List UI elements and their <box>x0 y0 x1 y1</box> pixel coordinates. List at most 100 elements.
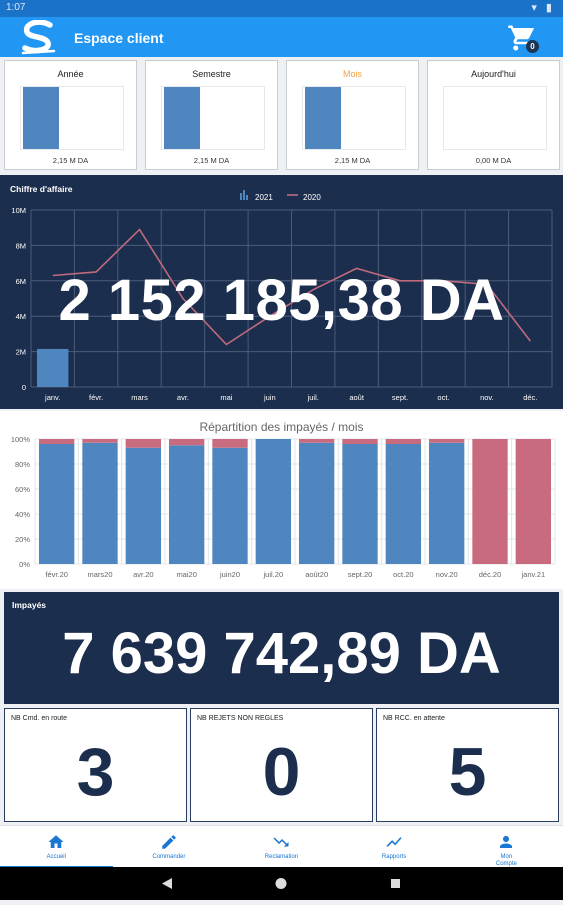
x-tick-label: avr. <box>177 393 189 402</box>
bar-unpaid <box>82 439 118 443</box>
x-tick-label: nov.20 <box>436 570 458 579</box>
chart-icon <box>386 837 402 847</box>
bar-paid <box>385 444 421 564</box>
period-card-aujourdhui[interactable]: Aujourd'hui 0,00 M DA <box>427 60 560 170</box>
nav-commander[interactable]: Commander <box>113 826 226 868</box>
period-card-value: 2,15 M DA <box>52 156 89 165</box>
bar-paid <box>125 447 161 564</box>
stat-rejets-non-regles[interactable]: NB REJETS NON REGLES 0 <box>190 708 373 822</box>
stat-rcc-en-attente[interactable]: NB RCC. en attente 5 <box>376 708 559 822</box>
bar-paid <box>212 447 248 564</box>
stat-value: 3 <box>76 734 115 810</box>
x-tick-label: juil.20 <box>263 570 284 579</box>
bar-paid <box>429 442 465 564</box>
bar-unpaid <box>39 439 75 444</box>
stat-value: 5 <box>448 734 487 810</box>
nav-label: Commander <box>152 854 186 860</box>
y-tick-label: 0 <box>22 383 26 392</box>
x-tick-label: août20 <box>305 570 328 579</box>
legend-bar-icon <box>243 190 245 200</box>
x-tick-label: avr.20 <box>133 570 153 579</box>
line-2020 <box>52 228 531 346</box>
x-tick-label: nov. <box>480 393 494 402</box>
bar-unpaid <box>342 439 378 444</box>
period-card-label: Semestre <box>192 69 231 79</box>
impayes-title: Impayés <box>12 600 47 610</box>
impayes-total: 7 639 742,89 DA <box>62 621 501 686</box>
nav-mon-compte[interactable]: Mon Compte <box>450 826 563 868</box>
x-tick-label: sept. <box>392 393 408 402</box>
period-card-chart <box>161 86 265 150</box>
bar-paid <box>255 439 291 564</box>
chiffre-affaire-panel: 0 2M 4M 6M 8M 10M janv. févr. mars avr. mai juin jui… <box>0 175 563 409</box>
period-card-annee[interactable]: Année 2,15 M DA <box>4 60 137 170</box>
period-card-value: 2,15 M DA <box>193 156 230 165</box>
y-tick-label: 8M <box>16 241 26 250</box>
bar-unpaid <box>515 439 551 564</box>
nav-rapports[interactable]: Rapports <box>338 826 451 868</box>
stat-cmd-en-route[interactable]: NB Cmd. en route 3 <box>4 708 187 822</box>
bar-paid <box>82 442 118 564</box>
nav-label: Rapports <box>381 854 407 860</box>
app-bar: Espace client 0 <box>0 17 563 57</box>
period-card-chart <box>302 86 406 150</box>
period-card-label: Année <box>57 69 84 79</box>
bar-unpaid <box>299 439 335 443</box>
y-tick-label: 40% <box>15 510 30 519</box>
period-card-chart <box>443 86 547 150</box>
bar-unpaid <box>212 439 248 448</box>
stat-label: NB REJETS NON REGLES <box>197 715 284 722</box>
y-tick-label: 4M <box>16 312 26 321</box>
legend-bar-icon <box>240 193 242 200</box>
x-tick-label: janv.21 <box>521 570 546 579</box>
stat-label: NB RCC. en attente <box>383 715 445 722</box>
pencil-icon <box>161 835 176 849</box>
impayes-panel: Impayés 7 639 742,89 DA <box>4 592 559 704</box>
repartition-panel: 0% 20% 40% 60% 80% 100% févr.20 mars20 avr.20 mai… <box>0 411 563 589</box>
back-icon <box>162 878 172 889</box>
app-logo-icon <box>21 20 56 55</box>
status-time: 1:07 <box>6 2 26 13</box>
repartition-title: Répartition des impayés / mois <box>199 420 364 434</box>
nav-reclamation[interactable]: Reclamation <box>225 826 338 868</box>
x-tick-label: juin <box>263 393 276 402</box>
chiffre-affaire-title: Chiffre d'affaire <box>10 184 73 194</box>
bar-paid <box>342 444 378 564</box>
cart-badge: 0 <box>526 40 539 53</box>
x-tick-label: août <box>349 393 365 402</box>
x-tick-label: sept.20 <box>348 570 373 579</box>
period-card-label: Aujourd'hui <box>471 69 516 79</box>
period-cards: Année 2,15 M DA Semestre 2,15 M DA Mois … <box>4 60 560 172</box>
legend-bar-icon <box>246 195 248 200</box>
nav-accueil[interactable]: Accueil <box>0 826 113 868</box>
y-tick-label: 100% <box>11 435 31 444</box>
period-card-bar <box>164 87 200 149</box>
bar-2021 <box>37 348 69 387</box>
x-tick-label: févr.20 <box>45 570 68 579</box>
y-tick-label: 6M <box>16 277 26 286</box>
x-tick-label: oct. <box>437 393 449 402</box>
trend-down-icon <box>273 837 289 847</box>
legend-label-2021: 2021 <box>255 193 273 202</box>
home-circle-icon <box>275 878 287 889</box>
repartition-chart: 0% 20% 40% 60% 80% 100% févr.20 mars20 avr.20 mai… <box>11 435 556 579</box>
bar-unpaid <box>385 439 421 444</box>
bottom-nav: Accueil Commander Reclamation Rapports M… <box>0 825 563 868</box>
nav-label: Reclamation <box>264 854 299 860</box>
bar-paid <box>169 445 205 564</box>
x-tick-label: févr. <box>89 393 103 402</box>
chiffre-affaire-total: 2 152 185,38 DA <box>58 268 505 333</box>
stats-row: NB Cmd. en route 3 NB REJETS NON REGLES … <box>0 708 563 822</box>
app-title: Espace client <box>74 30 164 46</box>
y-tick-label: 20% <box>15 535 30 544</box>
legend-label-2020: 2020 <box>303 193 321 202</box>
period-card-semestre[interactable]: Semestre 2,15 M DA <box>145 60 278 170</box>
nav-label: Mon Compte <box>495 854 517 867</box>
stat-value: 0 <box>262 734 301 810</box>
y-tick-label: 10M <box>11 206 26 215</box>
period-card-value: 2,15 M DA <box>334 156 371 165</box>
home-icon <box>48 835 64 848</box>
chart-legend: 2021 2020 <box>240 190 321 202</box>
period-card-value: 0,00 M DA <box>475 156 512 165</box>
period-card-mois[interactable]: Mois 2,15 M DA <box>286 60 419 170</box>
